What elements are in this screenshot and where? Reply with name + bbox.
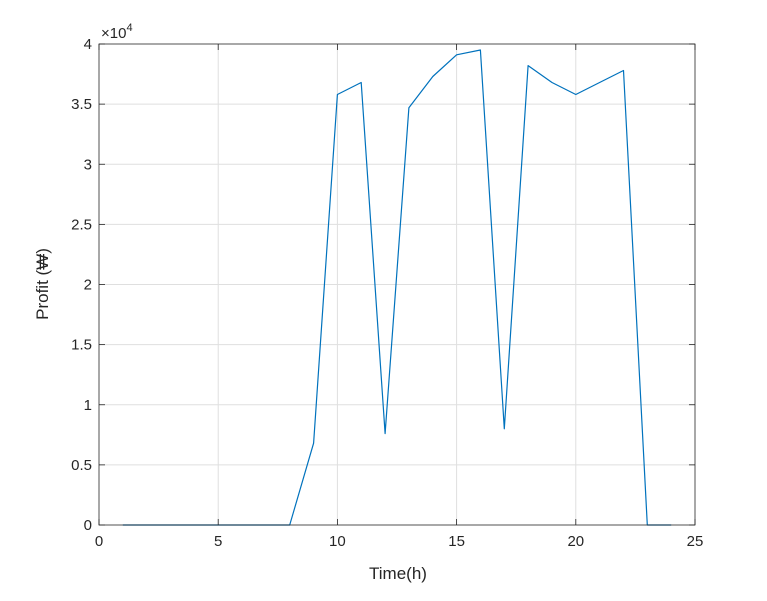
data-point — [575, 94, 576, 95]
y-tick-label: 3 — [84, 156, 92, 173]
data-point — [528, 65, 529, 66]
tick-marks — [98, 43, 696, 526]
y-exponent-base: ×10 — [101, 25, 126, 42]
x-tick-label: 10 — [329, 533, 346, 550]
data-point — [313, 443, 314, 444]
y-exponent-label: ×104 — [101, 22, 133, 42]
data-point — [384, 433, 385, 434]
y-tick-label: 2 — [84, 277, 92, 294]
x-axis-label: Time(h) — [369, 564, 427, 583]
y-tick-label: 4 — [84, 36, 92, 53]
grid-lines — [99, 44, 695, 525]
data-point — [408, 107, 409, 108]
data-point — [504, 428, 505, 429]
y-exponent-power: 4 — [126, 22, 132, 34]
x-tick-label: 25 — [687, 533, 704, 550]
x-tick-label: 20 — [567, 533, 584, 550]
data-point — [361, 82, 362, 83]
y-axis-label: Profit (₩) — [33, 248, 52, 320]
y-tick-label: 1 — [84, 397, 92, 414]
data-point — [551, 82, 552, 83]
data-point — [432, 76, 433, 77]
tick-labels: 0 5 10 15 20 25 0 0.5 1 1.5 2 2.5 3 3.5 4 — [71, 36, 703, 550]
data-point — [337, 94, 338, 95]
y-tick-label: 1.5 — [71, 337, 92, 354]
data-point — [599, 82, 600, 83]
y-tick-label: 3.5 — [71, 96, 92, 113]
y-tick-label: 2.5 — [71, 216, 92, 233]
x-tick-label: 5 — [214, 533, 222, 550]
data-point — [480, 49, 481, 50]
data-point — [623, 70, 624, 71]
x-tick-label: 15 — [448, 533, 465, 550]
y-tick-label: 0.5 — [71, 457, 92, 474]
x-tick-label: 0 — [95, 533, 103, 550]
data-point — [456, 54, 457, 55]
y-tick-label: 0 — [84, 517, 92, 534]
